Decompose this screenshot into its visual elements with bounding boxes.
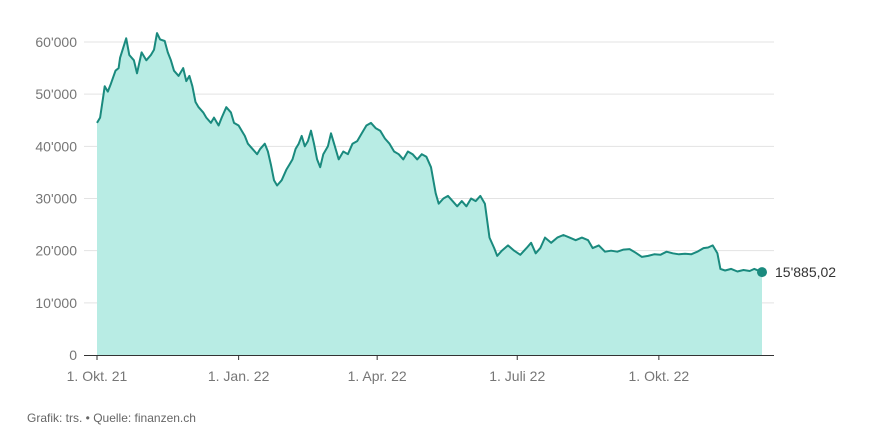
x-axis-tick-labels: 1. Okt. 21 1. Jan. 22 1. Apr. 22 1. Juli 22… (67, 368, 690, 384)
y-tick-label: 20'000 (35, 243, 77, 259)
x-tick-label: 1. Okt. 21 (67, 368, 128, 384)
x-axis (84, 355, 774, 360)
x-tick-label: 1. Jan. 22 (208, 368, 270, 384)
x-tick-label: 1. Juli 22 (489, 368, 545, 384)
source-caption: Grafik: trs. • Quelle: finanzen.ch (27, 411, 196, 425)
series-line (96, 32, 763, 274)
x-tick-label: 1. Okt. 22 (629, 368, 690, 384)
y-tick-label: 60'000 (35, 34, 77, 50)
series-area-layer (96, 32, 763, 355)
y-tick-label: 0 (69, 347, 77, 363)
y-axis-tick-labels: 0 10'000 20'000 30'000 40'000 50'000 60'000 (35, 34, 77, 363)
y-tick-label: 30'000 (35, 191, 77, 207)
last-value-layer: 15'885,02 (757, 264, 836, 280)
x-tick-label: 1. Apr. 22 (348, 368, 407, 384)
y-tick-label: 50'000 (35, 86, 77, 102)
last-value-marker (757, 267, 767, 278)
y-tick-label: 10'000 (35, 295, 77, 311)
y-tick-label: 40'000 (35, 138, 77, 154)
series-area (97, 33, 762, 355)
last-value-label: 15'885,02 (775, 264, 836, 280)
